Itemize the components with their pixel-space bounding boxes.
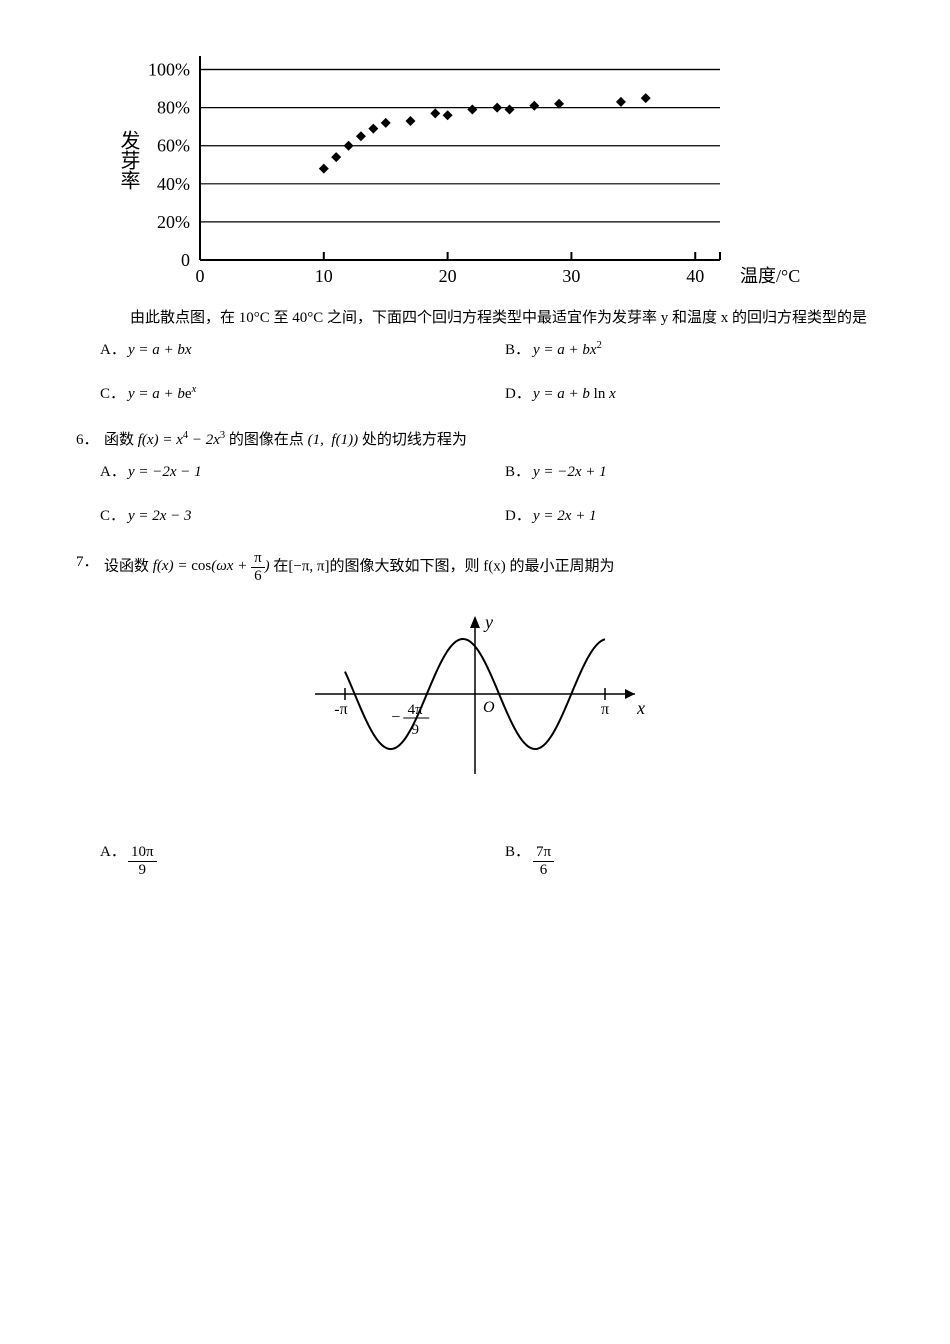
choice-label: A． bbox=[100, 338, 128, 362]
q6-d-formula: y = 2x + 1 bbox=[533, 504, 597, 528]
svg-text:温度/°C: 温度/°C bbox=[740, 266, 800, 286]
q7-number: 7． bbox=[76, 550, 104, 584]
q7-choices: A． 10π 9 B． 7π 6 bbox=[100, 840, 910, 878]
svg-text:O: O bbox=[483, 699, 495, 716]
q6-choice-c: C． y = 2x − 3 bbox=[100, 504, 505, 528]
q6-fx: f(x) = x4 − 2x3 bbox=[138, 432, 225, 448]
svg-text:0: 0 bbox=[196, 266, 205, 286]
q6-stem-c: 处的切线方程为 bbox=[362, 432, 467, 448]
svg-text:4π: 4π bbox=[408, 702, 424, 718]
q6-choice-d: D． y = 2x + 1 bbox=[505, 504, 910, 528]
q5-choice-b: B． y = a + bx2 bbox=[505, 338, 910, 362]
svg-text:100%: 100% bbox=[148, 60, 190, 80]
svg-text:−: − bbox=[391, 709, 400, 726]
q7: 7． 设函数 f(x) = cos(ωx + π6) 在[−π, π]的图像大致… bbox=[76, 550, 910, 584]
svg-text:y: y bbox=[483, 612, 493, 632]
q5-a-formula: y = a + bx bbox=[128, 338, 192, 362]
choice-label: B． bbox=[505, 460, 533, 484]
q7-a-frac: 10π 9 bbox=[128, 844, 157, 878]
svg-text:10: 10 bbox=[315, 266, 333, 286]
svg-text:20: 20 bbox=[439, 266, 457, 286]
choice-label: B． bbox=[505, 840, 533, 864]
q7-stem-b: 在[−π, π]的图像大致如下图，则 f(x) 的最小正周期为 bbox=[273, 558, 614, 574]
svg-text:60%: 60% bbox=[157, 136, 190, 156]
svg-text:80%: 80% bbox=[157, 98, 190, 118]
q6-point: (1, f(1)) bbox=[308, 432, 358, 448]
q6-choice-b: B． y = −2x + 1 bbox=[505, 460, 910, 484]
svg-text:9: 9 bbox=[411, 722, 419, 738]
q7-b-num: 7π bbox=[533, 844, 554, 862]
q7-stem: 设函数 f(x) = cos(ωx + π6) 在[−π, π]的图像大致如下图… bbox=[104, 550, 910, 584]
q7-fx: f(x) = cos(ωx + π6) bbox=[153, 558, 274, 574]
q7-b-den: 6 bbox=[533, 862, 554, 879]
q7-choice-b: B． 7π 6 bbox=[505, 840, 910, 878]
q6-a-formula: y = −2x − 1 bbox=[128, 460, 202, 484]
choice-label: B． bbox=[505, 338, 533, 362]
choice-label: D． bbox=[505, 504, 533, 528]
q7-a-den: 9 bbox=[128, 862, 157, 879]
choice-label: C． bbox=[100, 382, 128, 406]
q6-number: 6． bbox=[76, 428, 104, 452]
q7-a-num: 10π bbox=[128, 844, 157, 862]
svg-text:20%: 20% bbox=[157, 212, 190, 232]
q5-c-formula: y = a + bex bbox=[128, 382, 196, 406]
svg-text:发芽率: 发芽率 bbox=[117, 130, 140, 190]
q5-stem: 由此散点图，在 10°C 至 40°C 之间，下面四个回归方程类型中最适宜作为发… bbox=[100, 306, 910, 330]
q6-stem: 函数 f(x) = x4 − 2x3 的图像在点 (1, f(1)) 处的切线方… bbox=[104, 428, 910, 452]
q5-choices: A． y = a + bx B． y = a + bx2 C． y = a + … bbox=[100, 338, 910, 406]
q7-stem-a: 设函数 bbox=[104, 558, 153, 574]
q5-d-formula: y = a + b ln x bbox=[533, 382, 616, 406]
q6: 6． 函数 f(x) = x4 − 2x3 的图像在点 (1, f(1)) 处的… bbox=[76, 428, 910, 452]
cos-graph: y x O -π π −4π 9 bbox=[295, 604, 655, 824]
choice-label: A． bbox=[100, 840, 128, 864]
choice-label: D． bbox=[505, 382, 533, 406]
scatter-chart: 0 10 20 30 40 0 20% 40% 60% 80% 100% 发芽率温度/°C bbox=[100, 40, 800, 300]
svg-text:30: 30 bbox=[562, 266, 580, 286]
q7-b-frac: 7π 6 bbox=[533, 844, 554, 878]
q5-b-formula: y = a + bx2 bbox=[533, 338, 602, 362]
svg-text:-π: -π bbox=[334, 701, 347, 718]
q5-choice-c: C． y = a + bex bbox=[100, 382, 505, 406]
q6-stem-b: 的图像在点 bbox=[229, 432, 308, 448]
svg-text:π: π bbox=[601, 701, 609, 718]
q6-choice-a: A． y = −2x − 1 bbox=[100, 460, 505, 484]
svg-text:40: 40 bbox=[686, 266, 704, 286]
svg-text:40%: 40% bbox=[157, 174, 190, 194]
choice-label: C． bbox=[100, 504, 128, 528]
q6-c-formula: y = 2x − 3 bbox=[128, 504, 192, 528]
svg-text:0: 0 bbox=[181, 250, 190, 270]
q6-stem-a: 函数 bbox=[104, 432, 138, 448]
choice-label: A． bbox=[100, 460, 128, 484]
svg-text:x: x bbox=[636, 698, 645, 718]
q7-choice-a: A． 10π 9 bbox=[100, 840, 505, 878]
q5-choice-a: A． y = a + bx bbox=[100, 338, 505, 362]
q6-choices: A． y = −2x − 1 B． y = −2x + 1 C． y = 2x … bbox=[100, 460, 910, 528]
q5-choice-d: D． y = a + b ln x bbox=[505, 382, 910, 406]
q6-b-formula: y = −2x + 1 bbox=[533, 460, 607, 484]
